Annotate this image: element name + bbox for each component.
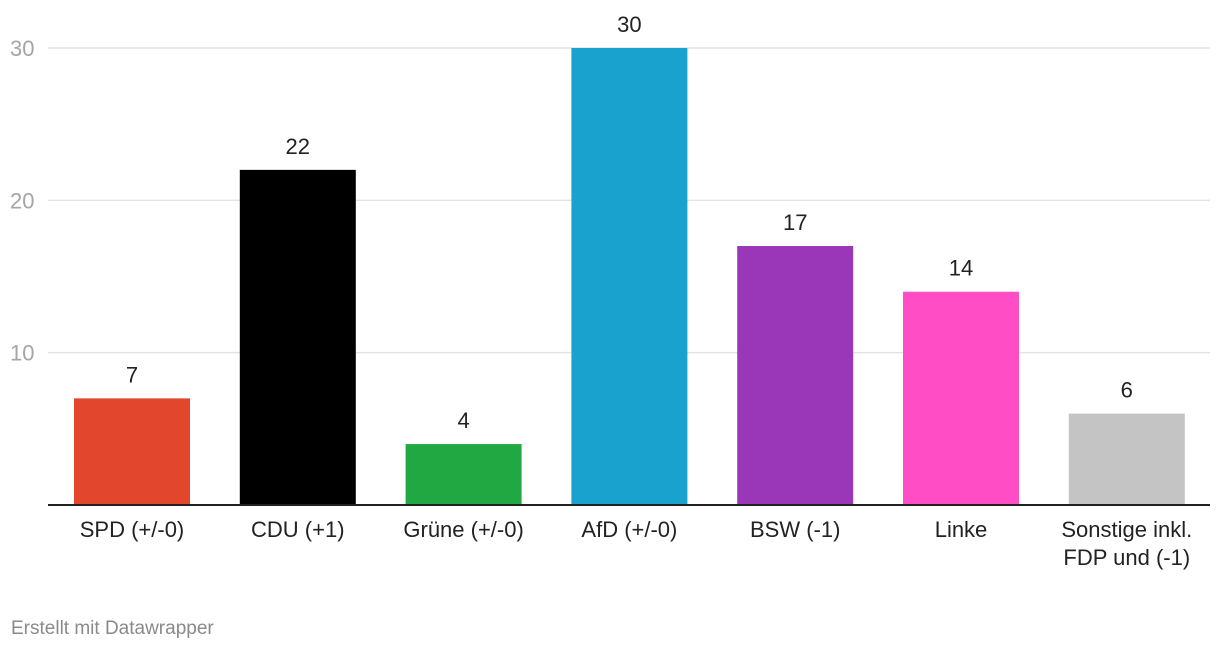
x-tick-label: SPD (+/-0)	[80, 517, 185, 542]
bar	[1068, 413, 1185, 505]
value-labels: 7 22 4 30 17 14 6	[126, 12, 1133, 433]
y-tick-label: 10	[10, 341, 34, 366]
data-label: 4	[457, 408, 469, 433]
bar	[737, 246, 854, 506]
x-tick-label: CDU (+1)	[251, 517, 345, 542]
bar	[239, 169, 356, 505]
x-tick-label: BSW (-1)	[750, 517, 840, 542]
data-label: 30	[617, 12, 641, 37]
bars	[74, 48, 1185, 506]
bar	[571, 48, 688, 505]
bar	[405, 444, 522, 505]
bar	[74, 398, 190, 505]
x-tick-label: AfD (+/-0)	[581, 517, 677, 542]
data-label: 6	[1121, 378, 1133, 403]
data-label: 22	[286, 134, 310, 159]
x-tick-label: Linke	[935, 517, 988, 542]
bar	[903, 291, 1019, 505]
data-label: 17	[783, 210, 807, 235]
y-tick-label: 30	[10, 36, 34, 61]
x-tick-label: Grüne (+/-0)	[403, 517, 523, 542]
y-axis-ticks: 10 20 30	[10, 36, 34, 366]
category-labels: SPD (+/-0) CDU (+1) Grüne (+/-0) AfD (+/-0)…	[80, 517, 1192, 570]
data-label: 7	[126, 362, 138, 387]
credit-text: Erstellt mit Datawrapper	[11, 618, 214, 639]
data-label: 14	[949, 256, 973, 281]
y-tick-label: 20	[10, 188, 34, 213]
x-tick-label: Sonstige inkl. FDP und (-1)	[1061, 517, 1192, 570]
